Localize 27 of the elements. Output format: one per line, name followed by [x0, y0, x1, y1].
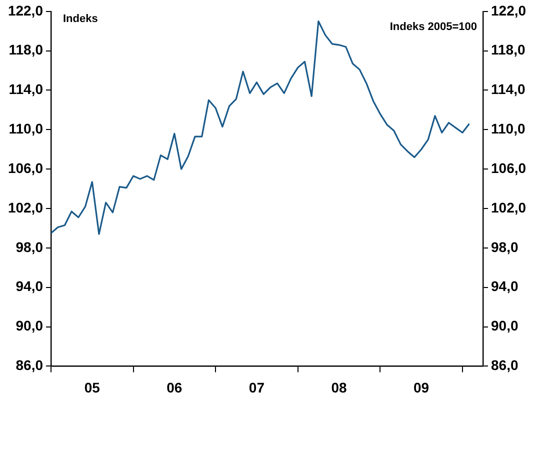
y-tick-label: 90,0 — [16, 318, 44, 334]
y2-tick-label: 114,0 — [491, 81, 526, 98]
x-tick-label: 08 — [331, 379, 347, 396]
y-tick-label: 86,0 — [16, 357, 44, 374]
y-tick-label: 110,0 — [8, 120, 44, 137]
y-tick-label: 98,0 — [16, 238, 44, 255]
y2-tick-label: 106,0 — [491, 160, 526, 176]
y-tick-label: 122,0 — [8, 2, 44, 18]
y2-tick-label: 98,0 — [491, 238, 518, 255]
x-tick-label: 06 — [166, 379, 182, 396]
annotation: Indeks 2005=100 — [390, 20, 477, 33]
y-tick-label: 118,0 — [8, 42, 44, 58]
y2-tick-label: 90,0 — [491, 318, 518, 334]
x-tick-label: 05 — [84, 379, 100, 396]
x-tick-label: 07 — [248, 379, 265, 396]
y2-tick-label: 122,0 — [491, 2, 526, 18]
y2-tick-label: 102,0 — [491, 199, 526, 216]
y2-tick-label: 86,0 — [491, 357, 518, 374]
y-tick-label: 102,0 — [8, 199, 44, 216]
y2-tick-label: 118,0 — [491, 42, 526, 58]
y2-tick-label: 94,0 — [491, 278, 518, 294]
y-axis-title: Indeks — [63, 12, 98, 25]
y-tick-label: 106,0 — [8, 160, 44, 176]
y-tick-label: 94,0 — [16, 278, 44, 294]
y2-tick-label: 110,0 — [491, 120, 526, 137]
x-tick-label: 09 — [413, 379, 430, 396]
y-tick-label: 114,0 — [8, 81, 44, 98]
